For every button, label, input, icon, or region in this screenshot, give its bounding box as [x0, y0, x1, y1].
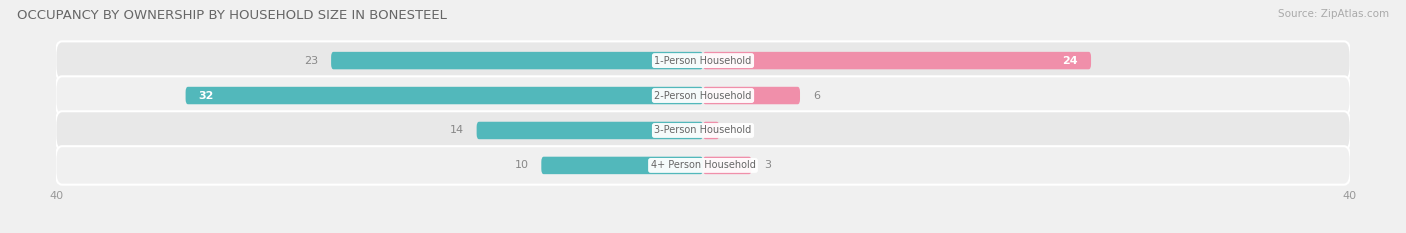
Text: 4+ Person Household: 4+ Person Household [651, 161, 755, 170]
Text: 32: 32 [198, 91, 214, 100]
Text: Source: ZipAtlas.com: Source: ZipAtlas.com [1278, 9, 1389, 19]
FancyBboxPatch shape [703, 87, 800, 104]
FancyBboxPatch shape [332, 52, 703, 69]
Text: 14: 14 [450, 126, 464, 135]
Text: 3-Person Household: 3-Person Household [654, 126, 752, 135]
Text: 2-Person Household: 2-Person Household [654, 91, 752, 100]
Text: 23: 23 [304, 56, 318, 65]
Text: 6: 6 [813, 91, 820, 100]
FancyBboxPatch shape [703, 52, 1091, 69]
FancyBboxPatch shape [186, 87, 703, 104]
FancyBboxPatch shape [703, 122, 720, 139]
FancyBboxPatch shape [541, 157, 703, 174]
FancyBboxPatch shape [55, 111, 1351, 150]
FancyBboxPatch shape [55, 76, 1351, 115]
Text: OCCUPANCY BY OWNERSHIP BY HOUSEHOLD SIZE IN BONESTEEL: OCCUPANCY BY OWNERSHIP BY HOUSEHOLD SIZE… [17, 9, 447, 22]
FancyBboxPatch shape [55, 146, 1351, 185]
Text: 1: 1 [733, 126, 740, 135]
Text: 24: 24 [1063, 56, 1078, 65]
FancyBboxPatch shape [703, 157, 752, 174]
Text: 3: 3 [765, 161, 772, 170]
FancyBboxPatch shape [55, 41, 1351, 80]
FancyBboxPatch shape [477, 122, 703, 139]
Text: 1-Person Household: 1-Person Household [654, 56, 752, 65]
Text: 10: 10 [515, 161, 529, 170]
